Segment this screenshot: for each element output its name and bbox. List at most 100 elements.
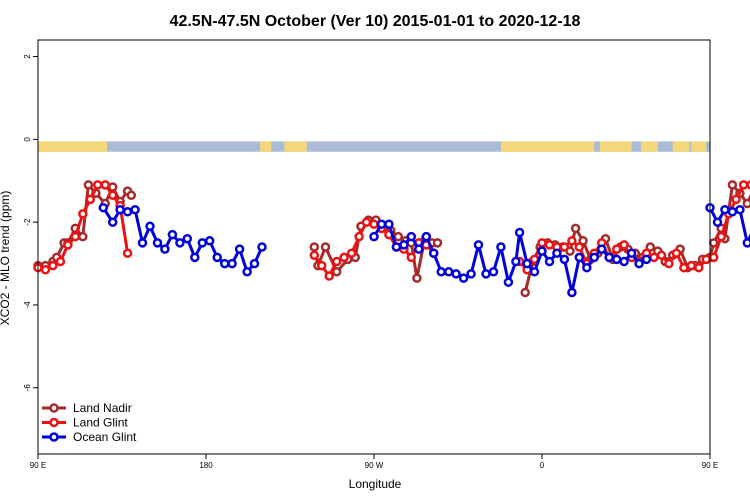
data-point [219, 258, 230, 269]
data-point [428, 248, 439, 258]
series-line [708, 207, 750, 248]
land-strip-segment [640, 141, 658, 152]
land-strip-segment [691, 141, 707, 152]
land-strip-segment [599, 141, 632, 152]
data-point [567, 236, 577, 246]
data-point [393, 231, 404, 242]
data-point [55, 256, 66, 267]
data-point [574, 242, 585, 252]
data-point [716, 231, 726, 242]
data-point [197, 238, 208, 248]
data-point [160, 244, 170, 254]
data-point [735, 204, 745, 215]
legend-item: Land Glint [42, 416, 128, 430]
data-point [537, 246, 547, 256]
data-point [473, 240, 484, 250]
data-point [742, 238, 750, 248]
series-line [38, 181, 133, 268]
legend-swatch-point [49, 403, 59, 413]
data-point [552, 248, 562, 258]
y-tick-label: -6 [23, 384, 32, 392]
data-point [421, 231, 432, 242]
data-point [122, 207, 133, 217]
data-point [466, 269, 476, 279]
data-point [354, 231, 364, 242]
land-strip-segment [284, 141, 307, 152]
data-point [720, 204, 730, 215]
data-point [514, 227, 525, 238]
y-axis: 2 0 -2 -4 -6 [23, 54, 38, 392]
y-tick-label: 0 [23, 137, 32, 142]
data-point [481, 269, 491, 279]
data-point [537, 238, 547, 248]
series-3 [98, 202, 750, 298]
data-point [78, 231, 88, 242]
data-point [686, 260, 697, 271]
data-point [656, 250, 667, 261]
data-point [40, 265, 51, 275]
data-point [70, 231, 81, 242]
x-tick-label: 180 [199, 461, 213, 470]
data-point [701, 254, 712, 265]
land-strip-segment [38, 141, 108, 152]
data-point [92, 180, 103, 190]
data-point [746, 180, 750, 190]
series-layer [33, 180, 750, 298]
data-point [604, 252, 614, 263]
data-point [107, 190, 118, 201]
y-axis-label: XCO2 - MLO trend (ppm) [0, 191, 12, 326]
chart-title: 42.5N-47.5N October (Ver 10) 2015-01-01 … [170, 13, 581, 30]
data-point [451, 269, 461, 279]
data-point [100, 180, 110, 190]
data-point [649, 252, 659, 263]
data-point [107, 217, 118, 227]
y-tick-label: 2 [23, 54, 32, 59]
data-point [626, 248, 637, 258]
data-point [520, 287, 530, 298]
x-tick-label: 0 [540, 461, 545, 470]
data-point [619, 256, 629, 267]
data-point [406, 231, 417, 242]
data-point [242, 267, 252, 277]
data-point [212, 252, 222, 263]
data-point [384, 219, 394, 229]
legend-swatch-point [49, 417, 59, 428]
data-point [309, 250, 320, 261]
data-point [611, 254, 622, 265]
land-strip-segment [260, 141, 272, 152]
data-point [544, 256, 555, 267]
data-point [227, 258, 237, 269]
series-line [523, 181, 750, 293]
data-point [152, 238, 163, 248]
legend-label: Land Nadir [73, 401, 132, 415]
data-point [619, 240, 629, 250]
data-point [671, 248, 682, 258]
data-point [664, 258, 674, 269]
data-point [369, 231, 379, 242]
data-point [376, 219, 387, 229]
data-point [331, 256, 342, 267]
ocean-strip [38, 141, 710, 152]
data-point [126, 190, 137, 201]
data-point [559, 254, 570, 265]
data-point [331, 267, 342, 277]
data-point [406, 252, 417, 263]
data-point [574, 252, 585, 263]
x-tick-label: 90 E [702, 461, 718, 470]
data-point [634, 258, 644, 269]
data-point [85, 194, 96, 205]
data-point [742, 198, 750, 209]
data-point [731, 194, 741, 205]
data-point [316, 260, 327, 271]
data-point [234, 244, 245, 254]
land-strip-segment [672, 141, 690, 152]
legend-item: Ocean Glint [42, 430, 137, 444]
data-point [83, 180, 94, 190]
y-tick-label: -2 [23, 218, 32, 226]
data-point [712, 217, 723, 227]
data-point [175, 238, 185, 248]
x-tick-label: 90 W [365, 461, 384, 470]
data-point [414, 244, 424, 254]
data-point [98, 202, 109, 213]
